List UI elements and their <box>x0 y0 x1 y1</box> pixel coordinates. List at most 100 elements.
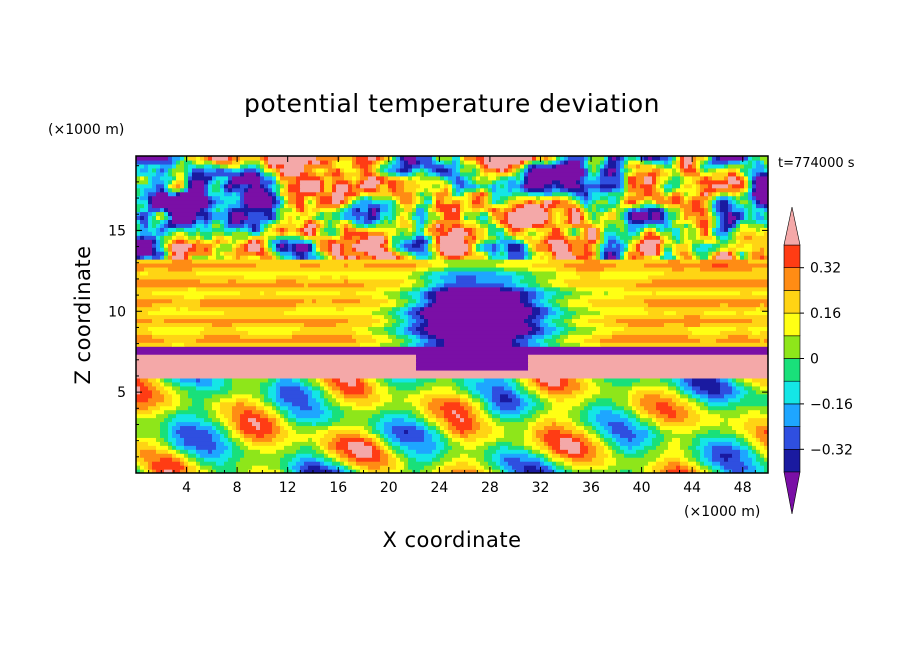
field-cell <box>532 413 541 419</box>
field-cell <box>372 334 389 339</box>
field-cell <box>468 179 473 185</box>
field-cell <box>384 314 393 320</box>
field-cell <box>576 231 581 236</box>
field-cell <box>396 247 401 252</box>
field-cell <box>420 298 429 304</box>
field-cell <box>416 421 425 427</box>
field-cell <box>508 445 525 450</box>
field-cell <box>444 179 449 185</box>
field-cell <box>440 243 469 248</box>
field-cell <box>400 314 409 320</box>
field-cell <box>292 409 325 415</box>
field-cell <box>220 417 229 423</box>
field-cell <box>160 207 165 213</box>
field-cell <box>288 231 297 236</box>
field-cell <box>696 219 701 224</box>
field-cell <box>232 247 237 252</box>
field-cell <box>512 203 517 209</box>
field-cell <box>180 433 213 438</box>
field-cell <box>476 381 509 387</box>
field-cell <box>264 159 269 165</box>
field-cell <box>552 445 561 450</box>
field-cell <box>620 215 625 220</box>
field-cell <box>188 465 197 470</box>
field-cell <box>216 247 233 252</box>
field-cell <box>420 167 425 173</box>
field-cell <box>332 195 345 201</box>
field-cell <box>744 425 757 431</box>
field-cell <box>228 421 237 427</box>
field-cell <box>528 243 533 248</box>
field-cell <box>696 421 721 427</box>
field-cell <box>372 211 377 217</box>
field-cell <box>352 159 357 165</box>
field-cell <box>396 187 405 193</box>
field-cell <box>708 393 725 399</box>
field-cell <box>172 457 181 462</box>
field-cell <box>536 409 549 415</box>
field-cell <box>348 441 365 446</box>
field-cell <box>524 227 529 232</box>
field-cell <box>580 215 585 220</box>
field-cell <box>660 171 669 177</box>
field-cell <box>164 179 169 185</box>
y-unit-label: (×1000 m) <box>48 122 124 138</box>
field-cell <box>720 385 733 391</box>
x-axis: 4 8 12 16 20 24 28 32 36 40 44 48 <box>148 156 756 496</box>
field-cell <box>288 433 325 438</box>
field-cell <box>300 405 313 411</box>
field-cell <box>164 255 169 260</box>
field-cell <box>476 413 481 419</box>
field-cell <box>520 243 525 248</box>
field-cell <box>716 156 721 161</box>
field-cell <box>532 377 537 383</box>
field-cell <box>592 334 613 339</box>
field-cell <box>416 318 425 324</box>
field-cell <box>380 187 389 193</box>
field-cell <box>148 385 157 391</box>
field-cell <box>380 429 385 434</box>
field-cell <box>692 381 721 387</box>
field-cell <box>652 183 657 189</box>
field-cell <box>640 203 645 209</box>
field-cell <box>224 207 229 213</box>
field-cell <box>620 247 625 252</box>
field-cell <box>172 255 185 260</box>
field-cell <box>244 239 249 244</box>
field-cell <box>560 215 569 220</box>
field-cell <box>224 219 229 224</box>
field-cell <box>600 255 605 260</box>
field-cell <box>704 401 709 407</box>
field-cell <box>536 294 545 300</box>
field-cell <box>492 179 497 185</box>
field-cell <box>728 251 733 256</box>
field-cell <box>260 381 273 387</box>
field-cell <box>152 195 209 201</box>
field-cell <box>644 405 657 411</box>
field-cell <box>404 179 417 185</box>
field-cell <box>540 393 549 399</box>
field-cell <box>576 421 585 427</box>
field-cell <box>644 437 653 442</box>
field-cell <box>592 171 597 177</box>
field-cell <box>644 223 649 228</box>
field-cell <box>444 409 453 415</box>
field-cell <box>164 393 173 399</box>
field-cell <box>272 401 277 407</box>
field-cell <box>652 175 657 181</box>
field-cell <box>564 278 653 284</box>
field-cell <box>176 175 185 181</box>
field-cell <box>532 429 537 434</box>
field-cell <box>596 223 605 228</box>
field-cell <box>180 449 189 454</box>
field-cell <box>552 453 561 458</box>
field-cell <box>296 215 301 220</box>
field-cell <box>544 401 553 407</box>
field-cell <box>180 159 185 165</box>
field-cell <box>744 191 749 197</box>
field-cell <box>644 191 653 197</box>
field-cell <box>388 381 425 387</box>
field-cell <box>668 219 673 224</box>
y-tick-label: 15 <box>108 223 126 239</box>
field-cell <box>412 175 421 181</box>
